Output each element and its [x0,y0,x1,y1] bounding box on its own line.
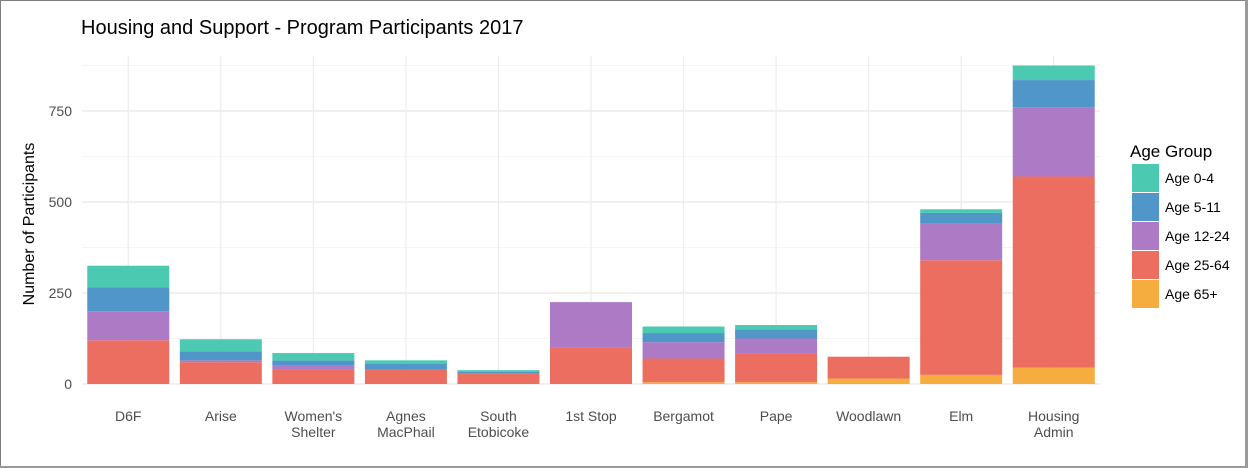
x-tick-label: Housing [1028,408,1079,424]
bar-segment [457,371,540,374]
chart-title: Housing and Support - Program Participan… [81,17,523,39]
bar-segment [827,378,910,384]
x-tick-label: MacPhail [377,424,435,440]
x-tick-label: Etobicoke [468,424,530,440]
y-tick-label: 500 [49,194,73,210]
legend-key [1132,164,1159,192]
bar-segment [1012,176,1095,368]
bar-segment [735,325,818,330]
x-tick-label: South [480,408,517,424]
bar-segment [550,302,632,348]
bar-segment [87,265,170,288]
x-tick-label: Admin [1034,424,1074,440]
bar-segment [735,382,818,384]
x-tick-label: Elm [949,408,973,424]
x-tick-label: Bergamot [653,408,714,424]
legend-title: Age Group [1130,142,1212,161]
bar-segment [642,333,725,343]
y-tick-labels: 0 250 500 750 [49,103,73,392]
y-tick-label: 0 [64,376,72,392]
bar-segment [920,212,1003,224]
bar-segment [364,363,447,370]
bar-segment [920,374,1003,384]
bar-segment [457,370,540,372]
bar-segment [1012,65,1095,81]
bar-segment [364,360,447,364]
bar-segment [735,329,818,339]
legend-label: Age 65+ [1165,286,1218,302]
bar-segment [642,358,725,383]
bar-segment [642,382,725,384]
legend: Age Group Age 0-4 Age 5-11 Age 12-24 Age 25… [1130,142,1230,308]
bar-segment [272,369,355,384]
bar-segment [87,311,170,341]
y-axis-title: Number of Participants [21,143,38,306]
frame-shadow-bottom [0,466,1248,468]
y-tick-label: 750 [49,103,73,119]
x-tick-label: Shelter [291,424,336,440]
bar-segment [179,339,262,352]
x-tick-label: Woodlawn [836,408,901,424]
bar-segment [735,338,818,354]
bar-segment [642,342,725,359]
bar-segment [550,347,632,384]
bar-segment [87,287,170,312]
bar-segment [179,351,262,361]
x-tick-label: Agnes [386,408,426,424]
legend-label: Age 0-4 [1165,170,1214,186]
bar-segment [1012,107,1095,177]
bar-segment [272,360,355,366]
bar-segment [827,356,910,379]
bar-segment [272,365,355,370]
legend-label: Age 5-11 [1165,199,1221,215]
bar-segment [179,360,262,363]
bar-segment [920,223,1003,261]
bar-segment [87,340,170,384]
legend-key [1132,251,1159,279]
bar-segment [920,260,1003,375]
y-tick-label: 250 [49,285,73,301]
bar-segment [272,353,355,361]
x-tick-label: 1st Stop [565,408,617,424]
legend-label: Age 12-24 [1165,228,1230,244]
x-tick-label: D6F [115,408,141,424]
x-tick-label: Women's [285,408,343,424]
x-tick-label: Arise [205,408,237,424]
bar-segment [920,209,1003,213]
bar-segment [364,369,447,384]
x-tick-label: Pape [760,408,793,424]
legend-label: Age 25-64 [1165,257,1230,273]
bar-segment [1012,80,1095,108]
bar-segment [642,326,725,334]
bar-segment [1012,367,1095,384]
bar-segment [457,373,540,384]
bar-segment [735,353,818,383]
bar-segment [179,362,262,384]
bars [87,65,1095,384]
legend-key [1132,222,1159,250]
frame-shadow-right [1245,0,1248,468]
legend-key [1132,280,1159,308]
legend-key [1132,193,1159,221]
